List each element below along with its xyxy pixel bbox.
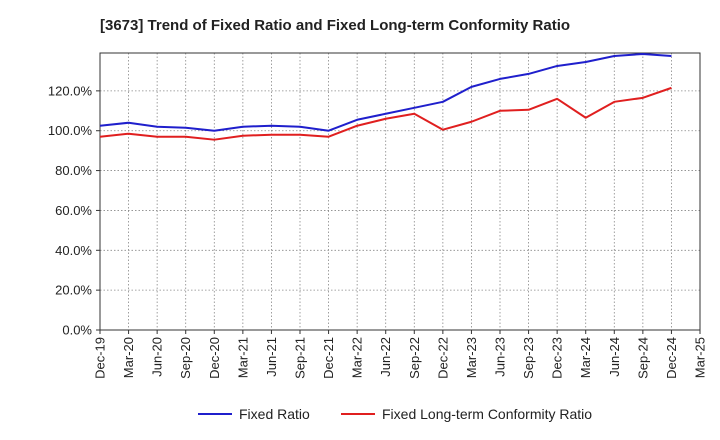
- y-tick-label: 80.0%: [55, 163, 92, 178]
- x-tick-label: Sep-20: [178, 337, 193, 379]
- series-lines: [99, 53, 672, 141]
- legend: Fixed Ratio Fixed Long-term Conformity R…: [198, 406, 592, 422]
- x-tick-label: Mar-20: [121, 337, 136, 378]
- legend-label-conformity-ratio: Fixed Long-term Conformity Ratio: [382, 406, 592, 422]
- x-tick-label: Mar-24: [578, 337, 593, 378]
- series-line-conformity-ratio: [99, 86, 672, 141]
- x-tick-label: Sep-23: [521, 337, 536, 379]
- y-tick-label: 120.0%: [48, 83, 93, 98]
- x-tick-label: Dec-22: [435, 337, 450, 379]
- series-line-fixed-ratio: [99, 53, 672, 132]
- x-tick-label: Mar-23: [464, 337, 479, 378]
- x-tick-label: Dec-21: [321, 337, 336, 379]
- x-tick-label: Jun-23: [493, 337, 508, 377]
- x-tick-label: Mar-21: [235, 337, 250, 378]
- x-tick-label: Dec-19: [93, 337, 108, 379]
- chart-title: [3673] Trend of Fixed Ratio and Fixed Lo…: [100, 17, 570, 34]
- y-axis: 0.0% 20.0% 40.0% 60.0% 80.0% 100.0% 120.0%: [48, 83, 100, 338]
- x-tick-label: Mar-22: [350, 337, 365, 378]
- x-tick-label: Jun-21: [264, 337, 279, 377]
- x-tick-label: Mar-25: [693, 337, 708, 378]
- x-tick-label: Sep-22: [407, 337, 422, 379]
- x-tick-label: Dec-20: [207, 337, 222, 379]
- x-tick-label: Sep-24: [635, 337, 650, 379]
- x-tick-label: Jun-24: [607, 337, 622, 377]
- x-tick-label: Dec-24: [664, 337, 679, 379]
- y-tick-label: 100.0%: [48, 123, 93, 138]
- legend-label-fixed-ratio: Fixed Ratio: [239, 406, 310, 422]
- plot-frame: [99, 52, 701, 331]
- x-tick-label: Sep-21: [293, 337, 308, 379]
- grid: [100, 53, 700, 330]
- y-tick-label: 0.0%: [62, 323, 92, 338]
- x-tick-label: Jun-20: [150, 337, 165, 377]
- y-tick-label: 20.0%: [55, 283, 92, 298]
- x-axis: Dec-19 Mar-20 Jun-20 Sep-20 Dec-20 Mar-21 Jun-…: [93, 330, 708, 379]
- x-tick-label: Jun-22: [378, 337, 393, 377]
- y-tick-label: 60.0%: [55, 203, 92, 218]
- x-tick-label: Dec-23: [550, 337, 565, 379]
- y-tick-label: 40.0%: [55, 243, 92, 258]
